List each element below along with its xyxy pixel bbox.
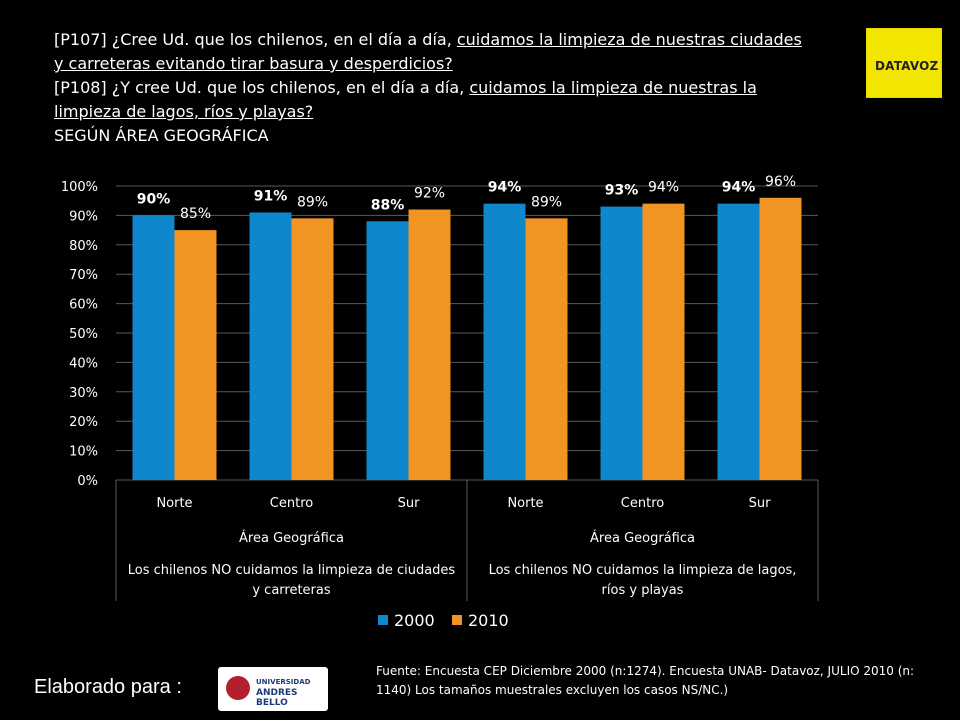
y-tick-label: 90% <box>69 209 98 224</box>
data-label: 96% <box>765 174 796 190</box>
x-group-label: Área Geográfica <box>239 530 344 546</box>
data-label: 89% <box>297 194 328 210</box>
unab-logo: UNIVERSIDAD ANDRES BELLO <box>218 667 328 711</box>
source-note: Fuente: Encuesta CEP Diciembre 2000 (n:1… <box>376 664 915 697</box>
y-tick-label: 10% <box>69 445 98 460</box>
unab-crest-icon <box>226 676 250 700</box>
bar-2010 <box>408 209 451 480</box>
x-category-label: Centro <box>621 496 664 511</box>
x-question-label: ríos y playas <box>602 583 684 598</box>
prepared-for-label: Elaborado para : <box>34 676 182 698</box>
data-label: 89% <box>531 194 562 210</box>
bar-2010 <box>759 197 802 480</box>
data-label: 93% <box>605 183 639 199</box>
x-category-label: Sur <box>398 496 420 511</box>
bar-2010 <box>525 218 568 480</box>
bar-2000 <box>600 206 643 480</box>
x-category-label: Norte <box>507 496 543 511</box>
chart-title: [P107] ¿Cree Ud. que los chilenos, en el… <box>54 28 814 148</box>
y-tick-label: 30% <box>69 386 98 401</box>
data-label: 94% <box>722 180 756 196</box>
p108-prefix: [P108] ¿Y cree Ud. que los chilenos, en … <box>54 78 470 97</box>
datavoz-logo: DATAVOZ <box>866 28 942 98</box>
y-tick-label: 40% <box>69 356 98 371</box>
x-category-label: Norte <box>156 496 192 511</box>
bar-chart: 0% 10% 20% 30% 40% 50% 60% 70% 80% 90% 100% 90% 91% 8… <box>61 174 819 630</box>
p108-underlined: cuidamos la limpieza de nuestras la limp… <box>54 78 757 121</box>
x-question-label: Los chilenos NO cuidamos la limpieza de … <box>128 563 456 578</box>
data-label: 92% <box>414 186 445 202</box>
data-label: 94% <box>648 180 679 196</box>
bar-2010 <box>291 218 334 480</box>
unab-logo-line2: ANDRES BELLO <box>256 688 298 708</box>
subtitle: SEGÚN ÁREA GEOGRÁFICA <box>54 126 269 145</box>
bar-2000 <box>366 221 409 480</box>
legend-swatch-2010 <box>452 615 462 625</box>
bar-2000 <box>132 215 175 480</box>
x-group-label: Área Geográfica <box>590 530 695 546</box>
y-tick-label: 60% <box>69 298 98 313</box>
legend-swatch-2000 <box>378 615 388 625</box>
y-tick-label: 100% <box>61 180 98 195</box>
y-tick-label: 70% <box>69 268 98 283</box>
p107-prefix: [P107] ¿Cree Ud. que los chilenos, en el… <box>54 30 457 49</box>
data-label: 90% <box>137 191 171 207</box>
data-label: 88% <box>371 197 405 213</box>
bar-2010 <box>642 203 685 480</box>
y-tick-label: 80% <box>69 239 98 254</box>
legend-label: 2010 <box>468 611 509 630</box>
x-category-label: Centro <box>270 496 313 511</box>
y-tick-label: 20% <box>69 415 98 430</box>
y-tick-label: 50% <box>69 327 98 342</box>
datavoz-logo-text: DATAVOZ <box>875 59 939 73</box>
p107-underlined: cuidamos la limpieza de nuestras ciudade… <box>54 30 802 73</box>
bar-2010 <box>174 230 217 480</box>
bar-2000 <box>717 203 760 480</box>
data-label: 85% <box>180 206 211 222</box>
x-question-label: Los chilenos NO cuidamos la limpieza de … <box>489 563 797 578</box>
y-tick-label: 0% <box>77 474 98 489</box>
x-category-label: Sur <box>749 496 771 511</box>
unab-logo-line1: UNIVERSIDAD <box>256 678 311 686</box>
data-label: 91% <box>254 188 288 204</box>
data-label: 94% <box>488 180 522 196</box>
x-question-label: y carreteras <box>252 583 331 598</box>
legend-label: 2000 <box>394 611 435 630</box>
bar-2000 <box>249 212 292 480</box>
bar-2000 <box>483 203 526 480</box>
